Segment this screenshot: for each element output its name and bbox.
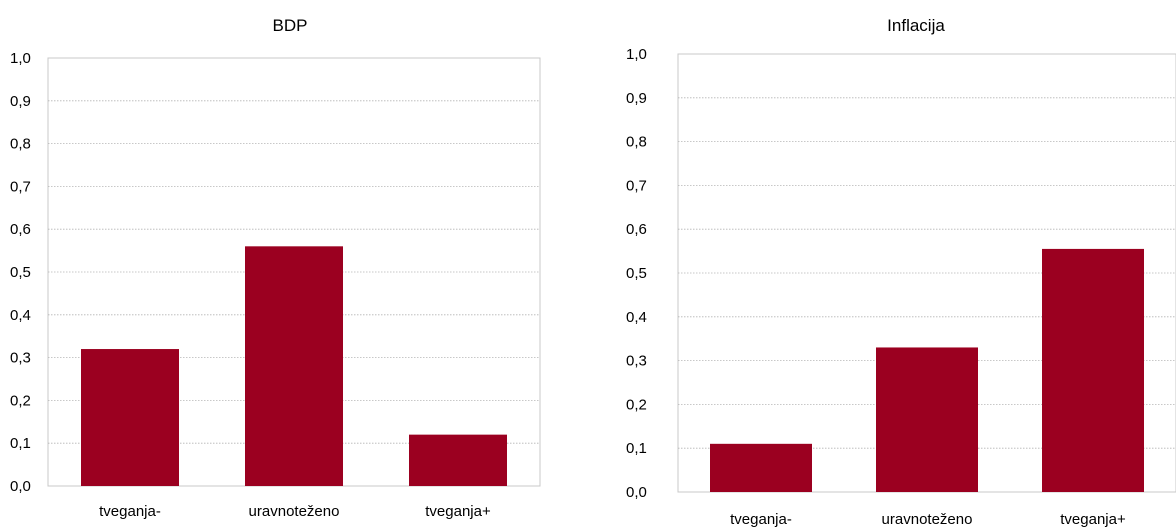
bdp-chart: BDP 0,0 0,1 0,2 0,3 0,4 0,5 0,6 0,7 0,8 0,9 1,0 tve… (0, 0, 560, 530)
y-tick-label: 0,5 (10, 264, 31, 281)
y-tick-label: 0,0 (626, 484, 647, 501)
y-tick-label: 0,8 (626, 134, 647, 151)
y-tick-label: 0,8 (10, 136, 31, 153)
y-tick-label: 0,3 (626, 353, 647, 370)
y-tick-label: 0,1 (626, 440, 647, 457)
bar (710, 443, 812, 492)
inflacija-chart-svg: Inflacija 0,0 0,1 0,2 0,3 0,4 0,5 0,6 0,7 0,8 0,9… (626, 16, 1176, 528)
x-tick-label: uravnoteženo (882, 511, 973, 528)
y-tick-label: 1,0 (626, 46, 647, 63)
y-tick-label: 0,2 (626, 396, 647, 413)
y-tick-label: 0,6 (626, 221, 647, 238)
y-tick-label: 0,5 (626, 265, 647, 282)
y-tick-label: 0,1 (10, 435, 31, 452)
bar (245, 246, 343, 486)
y-tick-label: 0,4 (10, 307, 31, 324)
x-tick-label: tveganja- (99, 503, 161, 520)
bar (876, 347, 978, 492)
y-tick-label: 1,0 (10, 50, 31, 67)
y-tick-label: 0,3 (10, 350, 31, 367)
y-tick-label: 0,9 (10, 93, 31, 110)
inflacija-chart: Inflacija 0,0 0,1 0,2 0,3 0,4 0,5 0,6 0,7 0,8 0,9… (616, 0, 1176, 530)
x-tick-label: uravnoteženo (249, 503, 340, 520)
x-tick-label: tveganja+ (1060, 511, 1126, 528)
x-tick-label: tveganja+ (425, 503, 491, 520)
y-tick-label: 0,9 (626, 90, 647, 107)
chart-title: BDP (273, 16, 308, 35)
x-tick-label: tveganja- (730, 511, 792, 528)
y-tick-label: 0,0 (10, 478, 31, 495)
y-tick-label: 0,4 (626, 309, 647, 326)
y-tick-label: 0,7 (10, 178, 31, 195)
chart-title: Inflacija (887, 16, 945, 35)
y-tick-label: 0,7 (626, 177, 647, 194)
bar (81, 349, 179, 486)
bar (1042, 248, 1144, 492)
y-tick-label: 0,6 (10, 221, 31, 238)
y-tick-label: 0,2 (10, 392, 31, 409)
bar (409, 434, 507, 486)
bdp-chart-svg: BDP 0,0 0,1 0,2 0,3 0,4 0,5 0,6 0,7 0,8 0,9 1,0 tve… (10, 16, 541, 520)
